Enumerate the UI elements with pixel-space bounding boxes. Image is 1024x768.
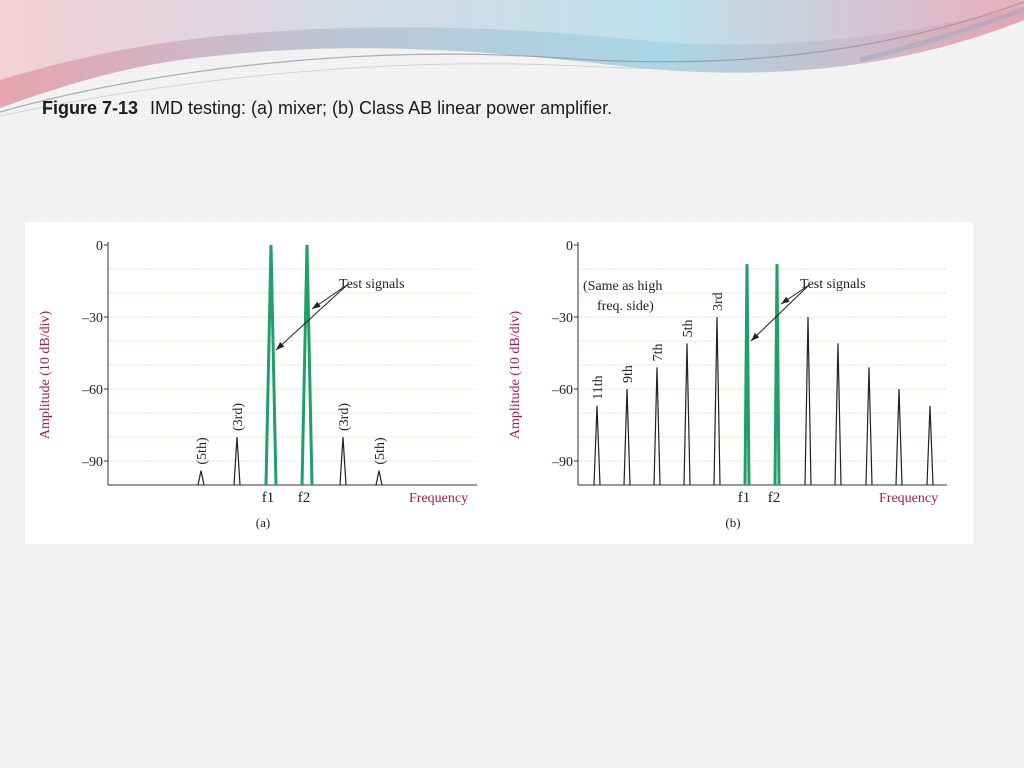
- figure-caption-text: IMD testing: (a) mixer; (b) Class AB lin…: [150, 98, 613, 118]
- test-signal-spike: [743, 264, 751, 486]
- intermod-product-spike: [926, 405, 934, 486]
- product-order-label: 3rd: [711, 292, 726, 311]
- y-tick-label: –60: [551, 383, 573, 398]
- test-signal-spike: [264, 244, 278, 486]
- y-tick-label: 0: [96, 239, 103, 254]
- test-signals-annotation: Test signals: [339, 277, 405, 292]
- intermod-product-spike: [865, 367, 873, 486]
- note-line-1: (Same as high: [583, 279, 662, 294]
- product-order-label: 11th: [591, 375, 606, 399]
- product-order-label: 7th: [651, 344, 666, 362]
- figure-caption: Figure 7-13 IMD testing: (a) mixer; (b) C…: [42, 98, 612, 119]
- frequency-label: f2: [298, 490, 311, 506]
- frequency-label: f1: [262, 490, 275, 506]
- figure-panel: 0 –30 –60 –90 Amplitude (10 dB/div) Frequency…: [25, 222, 973, 544]
- annotation-arrowhead: [312, 301, 321, 309]
- intermod-product-spike: [623, 388, 631, 486]
- note-line-2: freq. side): [597, 299, 654, 314]
- annotation-arrowhead: [276, 342, 285, 350]
- y-tick-label: –60: [81, 383, 103, 398]
- intermod-product-spike: [895, 388, 903, 486]
- product-order-label: (3rd): [337, 403, 352, 431]
- y-tick-label: –90: [551, 455, 573, 470]
- test-signal-spike: [300, 244, 314, 486]
- decorative-header-waves: [0, 0, 1024, 117]
- test-signal-spike: [773, 264, 781, 486]
- intermod-product-spike: [713, 316, 721, 486]
- intermod-product-spike: [375, 470, 383, 486]
- annotation-arrowhead: [781, 296, 790, 304]
- y-tick-label: –30: [551, 311, 573, 326]
- intermod-product-spike: [339, 436, 347, 486]
- y-tick-label: –30: [81, 311, 103, 326]
- intermod-product-spike: [197, 470, 205, 486]
- intermod-product-spike: [683, 343, 691, 486]
- annotation-arrowhead: [751, 332, 760, 341]
- intermod-product-spike: [653, 367, 661, 486]
- y-axis-label: Amplitude (10 dB/div): [508, 311, 523, 440]
- intermod-product-spike: [593, 405, 601, 486]
- panel-label: (a): [256, 515, 270, 530]
- frequency-label: f1: [738, 490, 751, 506]
- x-axis-label: Frequency: [879, 491, 938, 506]
- y-tick-label: –90: [81, 455, 103, 470]
- x-axis-label: Frequency: [409, 491, 468, 506]
- product-order-label: (5th): [195, 437, 210, 465]
- frequency-label: f2: [768, 490, 781, 506]
- product-order-label: 9th: [621, 365, 636, 383]
- intermod-product-spike: [233, 436, 241, 486]
- intermod-product-spike: [834, 343, 842, 486]
- y-tick-label: 0: [566, 239, 573, 254]
- imd-spectrum-charts: 0 –30 –60 –90 Amplitude (10 dB/div) Frequency…: [38, 239, 947, 530]
- figure-number: Figure 7-13: [42, 98, 139, 118]
- product-order-label: 5th: [681, 320, 696, 338]
- annotation-arrow-line: [750, 284, 810, 342]
- panel-label: (b): [725, 515, 740, 530]
- annotation-arrow-line: [275, 284, 348, 351]
- product-order-label: (3rd): [231, 403, 246, 431]
- intermod-product-spike: [804, 316, 812, 486]
- test-signals-annotation: Test signals: [800, 277, 866, 292]
- y-axis-label: Amplitude (10 dB/div): [38, 311, 53, 440]
- product-order-label: (5th): [373, 437, 388, 465]
